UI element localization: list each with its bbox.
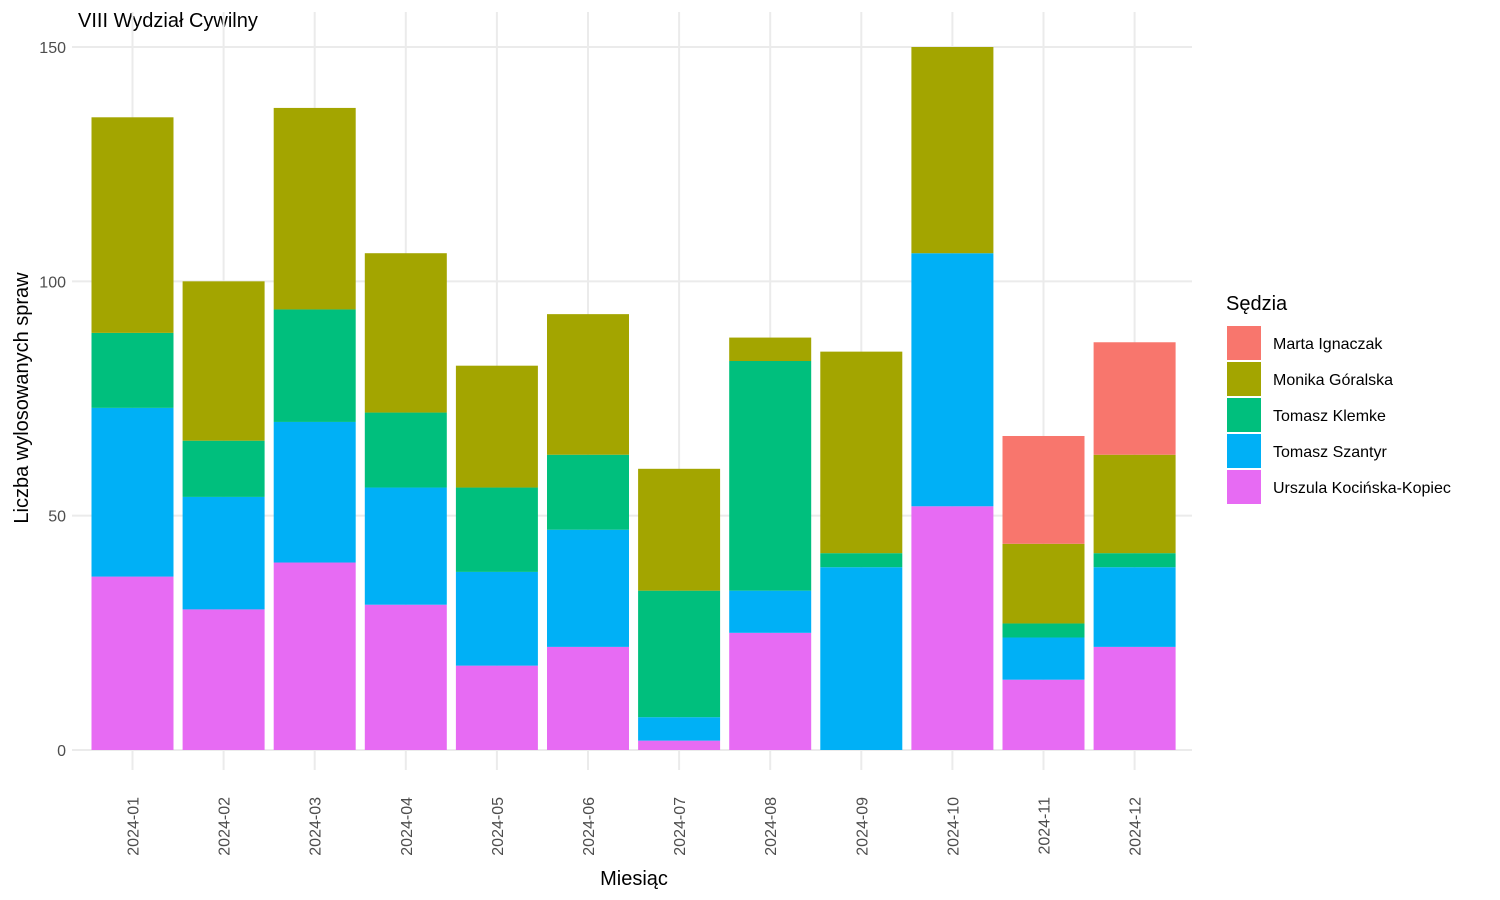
bar-segment — [820, 567, 903, 750]
bar-segment — [273, 309, 356, 422]
x-tick-label: 2024-07 — [672, 797, 689, 856]
bar-segment — [547, 314, 629, 455]
bar-segment — [1002, 435, 1085, 544]
legend-label: Monika Góralska — [1273, 372, 1393, 389]
y-tick-label: 100 — [39, 274, 66, 291]
legend-swatch — [1227, 434, 1261, 468]
bar-segment — [1093, 553, 1176, 568]
bar-segment — [1093, 342, 1176, 455]
x-tick-label: 2024-09 — [854, 797, 871, 856]
legend-label: Tomasz Klemke — [1273, 408, 1386, 425]
bar-segment — [638, 590, 721, 718]
y-tick-label: 150 — [39, 40, 66, 57]
bar-segment — [729, 590, 812, 633]
x-axis-ticks: 2024-01 2024-02 2024-03 2024-04 2024-05 2024-… — [126, 797, 1145, 856]
bar-segment — [729, 632, 812, 750]
bar-segment — [455, 487, 538, 572]
bar-segment — [729, 337, 812, 362]
bar-segment — [1002, 679, 1085, 750]
bar-segment — [182, 609, 265, 750]
bar-segment — [455, 665, 538, 750]
bar-segment — [1002, 543, 1085, 624]
legend-swatch — [1227, 398, 1261, 432]
bar-segment — [364, 253, 447, 413]
bar-segment — [547, 646, 629, 750]
x-tick-label: 2024-08 — [763, 797, 780, 856]
bar-segment — [911, 253, 994, 507]
bar-segment — [182, 281, 265, 441]
bar-segment — [182, 440, 265, 497]
x-tick-label: 2024-10 — [945, 797, 962, 856]
bar-segment — [1002, 637, 1085, 680]
bar-segment — [455, 571, 538, 666]
x-tick-label: 2024-11 — [1037, 797, 1054, 855]
bar-segment — [911, 47, 994, 254]
legend-swatch — [1227, 362, 1261, 396]
bar-segment — [1002, 623, 1085, 638]
bar-segment — [638, 717, 721, 741]
bar-segment — [364, 412, 447, 488]
legend-label: Tomasz Szantyr — [1273, 444, 1387, 461]
bar-segment — [182, 496, 265, 610]
x-axis-title: Miesiąc — [600, 868, 668, 890]
y-axis-ticks: 0 50 100 150 — [39, 40, 66, 760]
bar-segment — [729, 361, 812, 591]
bars — [91, 47, 1176, 750]
x-tick-label: 2024-06 — [581, 797, 598, 856]
bar-segment — [273, 562, 356, 750]
legend-title: Sędzia — [1226, 293, 1288, 315]
chart-title: VIII Wydział Cywilny — [78, 10, 258, 32]
bar-segment — [820, 351, 903, 554]
bar-segment — [91, 332, 174, 408]
x-tick-label: 2024-01 — [126, 797, 143, 856]
x-tick-label: 2024-12 — [1128, 797, 1145, 856]
bar-segment — [1093, 567, 1176, 647]
legend-label: Urszula Kocińska-Kopiec — [1273, 480, 1451, 497]
x-tick-label: 2024-04 — [399, 797, 416, 856]
y-axis-title: Liczba wylosowanych spraw — [11, 272, 33, 524]
legend-label: Marta Ignaczak — [1273, 336, 1383, 353]
bar-segment — [638, 468, 721, 591]
x-tick-label: 2024-03 — [308, 797, 325, 856]
y-tick-label: 0 — [57, 743, 66, 760]
bar-segment — [91, 117, 174, 333]
bar-segment — [638, 740, 721, 750]
legend-swatch — [1227, 326, 1261, 360]
bar-segment — [455, 365, 538, 488]
x-tick-label: 2024-02 — [217, 797, 234, 856]
bar-segment — [820, 553, 903, 568]
bar-segment — [273, 107, 356, 310]
bar-segment — [91, 407, 174, 577]
bar-segment — [364, 487, 447, 605]
bar-segment — [91, 576, 174, 750]
legend-swatch — [1227, 470, 1261, 504]
bar-segment — [547, 454, 629, 530]
bar-segment — [364, 604, 447, 750]
bar-segment — [273, 421, 356, 563]
bar-segment — [547, 529, 629, 647]
legend: Sędzia Marta Ignaczak Monika Góralska Toma… — [1226, 293, 1451, 504]
x-tick-label: 2024-05 — [490, 797, 507, 856]
y-tick-label: 50 — [48, 509, 66, 526]
bar-segment — [1093, 646, 1176, 750]
bar-segment — [1093, 454, 1176, 554]
bar-segment — [911, 506, 994, 750]
